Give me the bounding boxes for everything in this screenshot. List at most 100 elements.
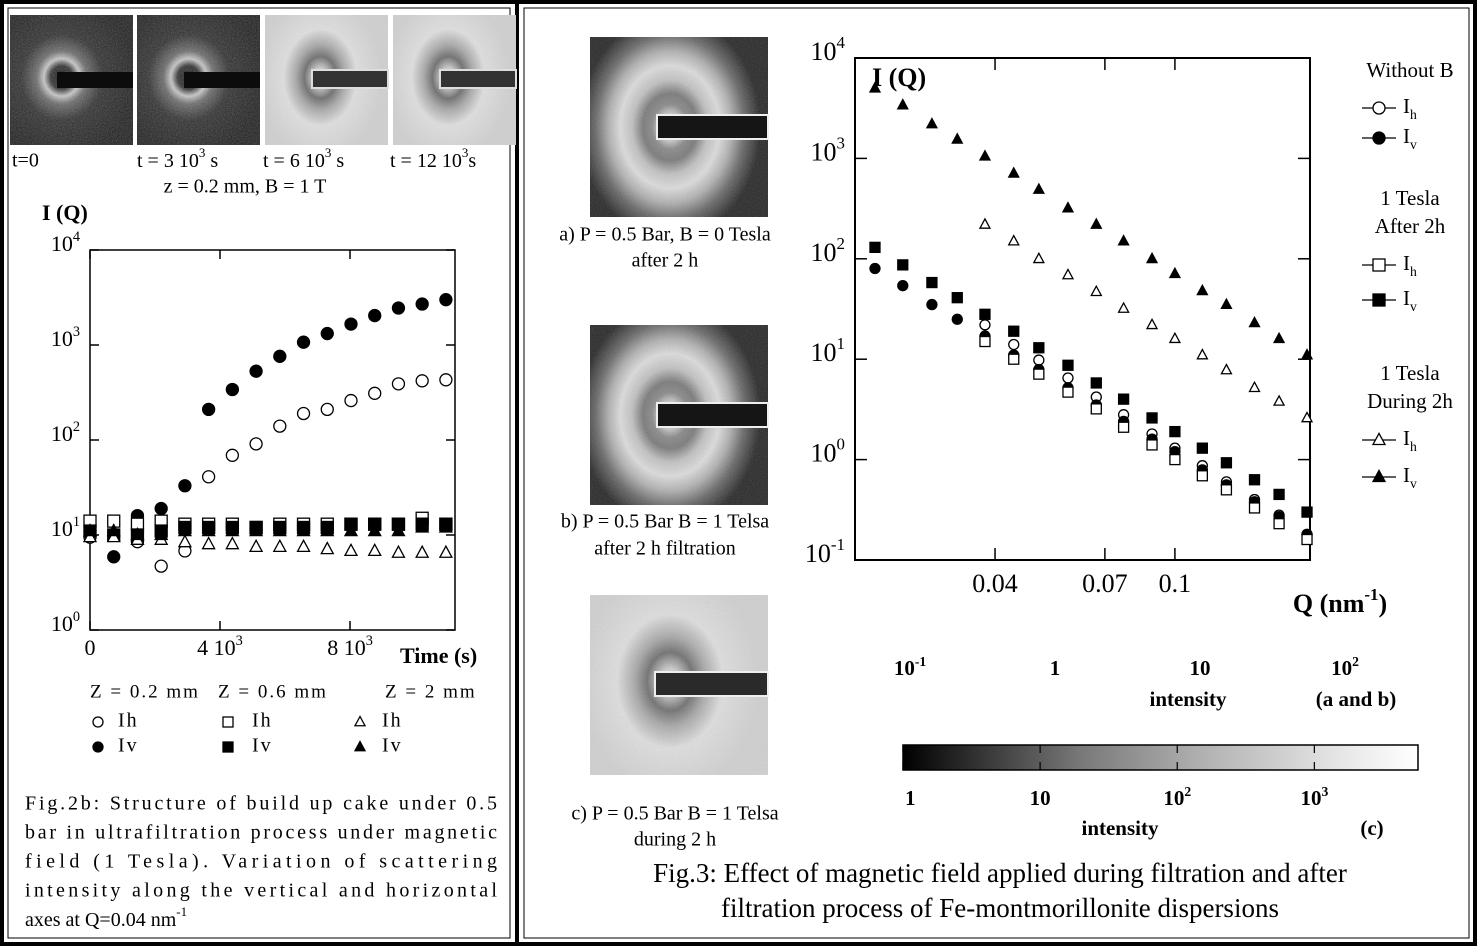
marker (868, 81, 882, 93)
text-part: 10 (894, 656, 915, 680)
text-part: 3 (73, 324, 80, 340)
beam-stop (654, 671, 769, 697)
text-part: I (1403, 463, 1410, 487)
text-part: 10 (811, 37, 837, 66)
legend-title: Without B (1366, 58, 1453, 82)
marker (154, 527, 169, 541)
marker (107, 550, 121, 564)
figure-caption: filtration process of Fe-montmorillonite… (721, 893, 1279, 923)
marker (1248, 380, 1261, 393)
marker (1248, 474, 1261, 486)
marker (178, 479, 192, 493)
colorbar-label: intensity (1081, 816, 1159, 840)
marker (1146, 412, 1158, 424)
text-part: 0 (837, 435, 845, 454)
marker (248, 538, 264, 553)
text-part: 3 (837, 134, 845, 153)
text-part: t = 3 10 (137, 150, 199, 172)
legend-title: Z = 0.2 mm (90, 681, 200, 702)
text-part: v (1410, 476, 1417, 491)
text-part: 10 (51, 516, 73, 541)
y-tick-label: 101 (51, 514, 80, 541)
marker (1061, 201, 1075, 213)
text-part: 2 (837, 234, 845, 253)
marker (201, 523, 216, 537)
marker (1062, 372, 1074, 384)
right-panel-frame (523, 7, 1470, 939)
marker (951, 132, 964, 144)
marker (201, 536, 216, 550)
pattern-caption: after 2 h (632, 250, 699, 272)
marker (1220, 484, 1233, 496)
image-caption: t = 3 103 s (137, 145, 218, 171)
text-part: I (1403, 426, 1410, 450)
marker (1248, 316, 1261, 328)
text-part: 10 (1163, 786, 1184, 810)
figure-caption: Fig.2b: Structure of build up cake under… (25, 793, 497, 815)
text-part: v (1410, 137, 1417, 152)
marker (897, 280, 909, 292)
figure-caption: field (1 Tesla). Variation of scattering (25, 851, 497, 873)
marker (249, 364, 263, 378)
x-tick-label: 0.07 (1082, 569, 1128, 598)
marker (979, 308, 991, 320)
marker (1272, 394, 1286, 406)
colorbar-tick-label: 10-1 (894, 654, 927, 680)
marker (1033, 342, 1045, 354)
marker (1196, 348, 1209, 360)
beam-stop (656, 114, 769, 140)
marker (368, 308, 382, 323)
text-part: I (1403, 286, 1410, 310)
marker (353, 715, 367, 727)
marker (177, 523, 192, 537)
marker (367, 542, 382, 557)
text-part: 10 (51, 421, 73, 446)
text-part: 2 (1352, 654, 1359, 669)
y-tick-label: 102 (51, 419, 80, 446)
marker (979, 335, 991, 348)
marker (1196, 283, 1209, 296)
text-part: s (205, 150, 218, 172)
marker (177, 534, 192, 548)
marker (1090, 284, 1103, 297)
marker (896, 98, 909, 110)
marker (296, 523, 311, 537)
marker (296, 335, 311, 349)
marker (1301, 506, 1313, 518)
text-part: 10 (1331, 656, 1352, 680)
marker (1301, 533, 1313, 546)
text-part: I (1403, 251, 1410, 275)
marker (1007, 234, 1020, 246)
marker (438, 519, 453, 533)
marker (1032, 182, 1045, 194)
colorbar-tick-label: 102 (1331, 654, 1359, 680)
y-tick-label: 102 (811, 234, 845, 267)
marker (154, 559, 168, 573)
text-part: 1 (837, 335, 845, 354)
marker (344, 393, 358, 408)
marker (1145, 317, 1159, 330)
marker (979, 319, 991, 331)
text-part: s (331, 150, 344, 172)
beam-stop (57, 72, 133, 88)
legend-label: Ih (1403, 251, 1417, 279)
condition-label: z = 0.2 mm, B = 1 T (164, 176, 327, 198)
marker (391, 544, 406, 558)
pattern-caption: after 2 h filtration (594, 538, 736, 560)
marker (225, 536, 240, 550)
marker (222, 716, 234, 728)
marker (320, 326, 334, 341)
marker (1372, 293, 1386, 307)
marker (1248, 502, 1261, 514)
image-caption: t=0 (12, 150, 39, 172)
y-tick-label: 104 (51, 229, 80, 256)
text-part: 10 (811, 439, 837, 468)
marker (951, 313, 963, 325)
colorbar-tick-label: 1 (1050, 656, 1061, 680)
marker (391, 523, 406, 537)
marker (1117, 301, 1130, 313)
marker (1007, 166, 1020, 178)
